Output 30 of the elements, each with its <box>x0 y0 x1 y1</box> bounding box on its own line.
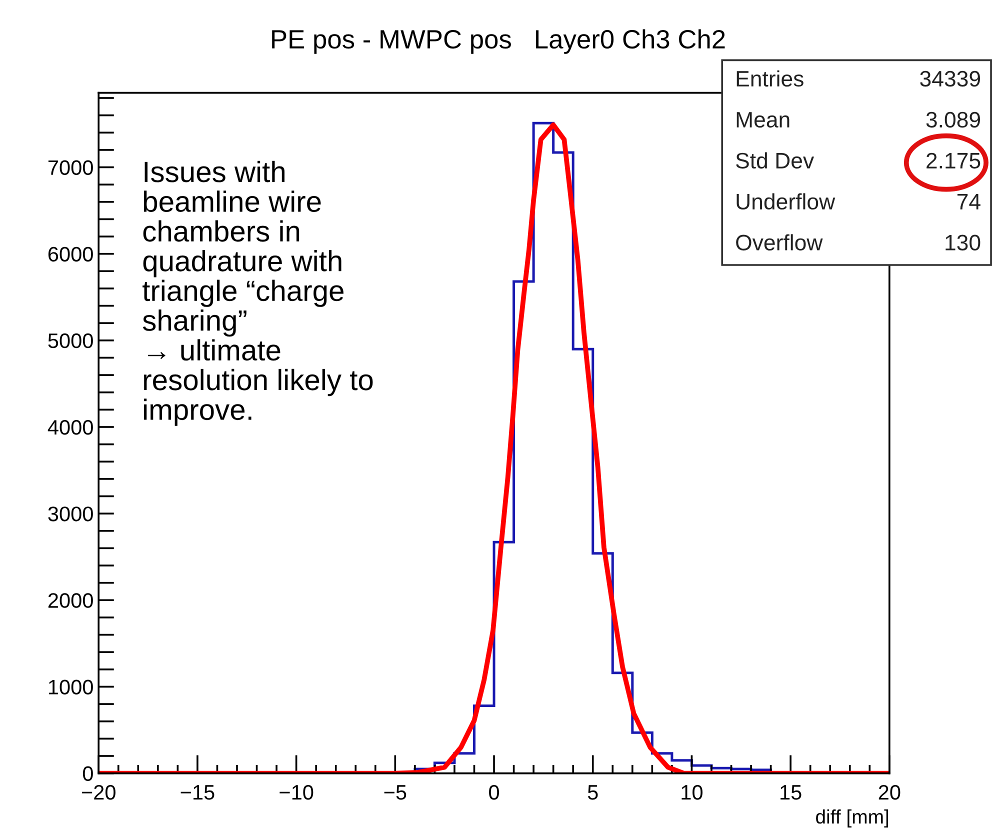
x-tick-label: −15 <box>180 785 214 800</box>
x-tick-label: 20 <box>878 784 900 800</box>
x-tick-label: 10 <box>682 784 702 800</box>
y-tick-label: 7000 <box>48 160 93 176</box>
x-tick-label: −5 <box>384 785 406 800</box>
y-tick-label: 3000 <box>48 506 93 522</box>
annotation: Std Dev <box>736 152 814 169</box>
y-tick-label: 6000 <box>48 246 93 262</box>
text: 2.175 <box>926 152 980 169</box>
y-tick-label: 4000 <box>48 420 93 435</box>
x-tick-label: 15 <box>780 785 802 800</box>
y-tick-label: 1000 <box>48 680 93 694</box>
x-tick-label: 0 <box>489 784 499 800</box>
x-axis-title: diff [mm] <box>816 809 888 828</box>
x-tick-label: 5 <box>588 785 598 800</box>
text: 130 <box>946 234 980 250</box>
y-tick-label: 2000 <box>48 593 93 608</box>
y-tick-label: 5000 <box>48 333 93 348</box>
annotation: Underflow <box>736 193 836 210</box>
chart-title: PE pos - MWPC pos Layer0 Ch3 Ch2 <box>272 29 725 54</box>
x-tick-label: −20 <box>82 784 116 800</box>
annotation: Overflow <box>736 234 823 250</box>
y-tick-label: 0 <box>82 766 93 782</box>
x-tick-label: −10 <box>280 784 314 800</box>
text: 3.089 <box>926 112 980 128</box>
text: Entries <box>736 70 804 87</box>
text: 74 <box>957 194 980 210</box>
text: 34339 <box>920 70 980 87</box>
annotation: Mean <box>736 112 790 128</box>
text: Issues with beamline wire chambers in quadrature with triangle “charge sharing” → ultimate resolution likely to improve. <box>142 160 373 426</box>
